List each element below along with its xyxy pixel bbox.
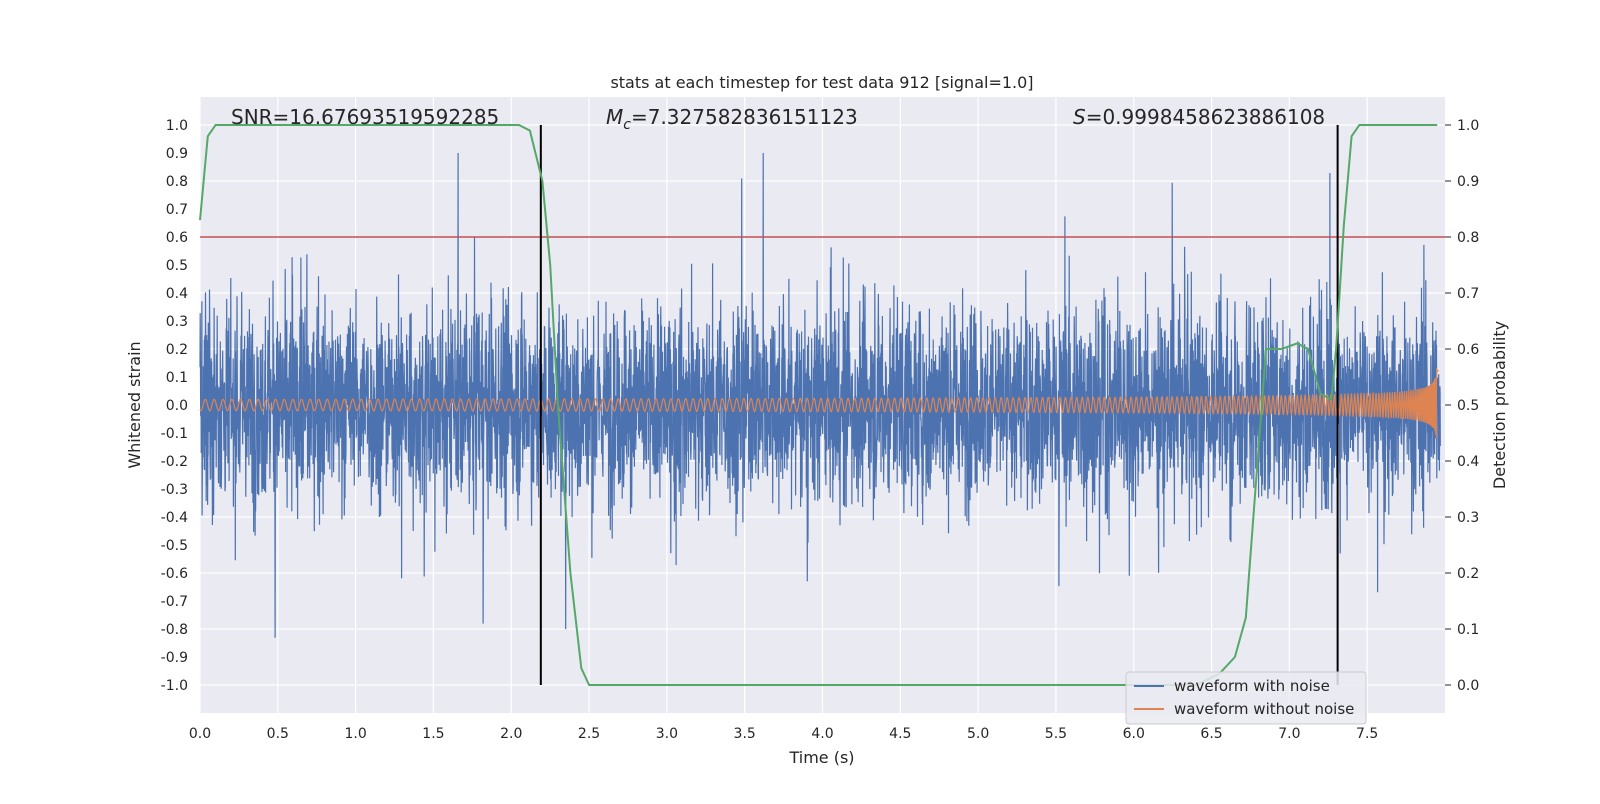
x-tick-label: 1.5 — [422, 726, 444, 742]
y-right-axis-label: Detection probability — [1490, 321, 1509, 489]
y-left-tick-label: 0.8 — [166, 174, 188, 190]
y-left-tick-label: 0.0 — [166, 398, 188, 414]
legend-box — [1125, 671, 1367, 725]
x-tick-label: 7.0 — [1278, 726, 1300, 742]
y-right-tick-label: 0.4 — [1457, 454, 1479, 470]
y-left-tick-label: 0.3 — [166, 314, 188, 330]
mc-annotation: Mc=7.327582836151123 — [606, 105, 858, 133]
x-tick-label: 2.0 — [500, 726, 522, 742]
y-right-tick-label: 1.0 — [1457, 118, 1479, 134]
y-left-axis-label: Whitened strain — [125, 341, 144, 468]
y-left-axis-ticks: 1.0 0.9 0.8 0.7 0.6 0.5 0.4 0.3 0.2 0.1 0.0 -0.1 -0.… — [161, 118, 188, 694]
y-left-tick-label: -0.7 — [161, 594, 188, 610]
y-left-tick-label: -0.1 — [161, 426, 188, 442]
series-waveform-with-noise — [199, 152, 1441, 638]
x-tick-label: 4.0 — [811, 726, 833, 742]
y-left-tick-label: -0.2 — [161, 454, 188, 470]
noise-line — [199, 152, 1441, 638]
y-left-tick-label: 0.9 — [166, 146, 188, 162]
y-left-tick-label: -0.9 — [161, 650, 188, 666]
x-tick-label: 3.0 — [656, 726, 678, 742]
vertical-markers — [539, 125, 1339, 685]
y-left-tick-label: -0.6 — [161, 566, 188, 582]
s-symbol: S — [1073, 105, 1086, 129]
y-left-tick-label: 0.7 — [166, 202, 188, 218]
y-right-tick-label: 0.5 — [1457, 398, 1479, 414]
x-tick-label: 5.5 — [1045, 726, 1067, 742]
y-right-tick-label: 0.8 — [1457, 230, 1479, 246]
mc-symbol: M — [606, 105, 623, 129]
x-tick-label: 2.5 — [578, 726, 600, 742]
y-left-tick-label: -1.0 — [161, 678, 188, 694]
s-annotation: S=0.9998458623886108 — [1073, 105, 1325, 129]
y-left-tick-label: 1.0 — [166, 118, 188, 134]
legend: waveform with noise waveform without noi… — [1125, 671, 1367, 725]
legend-label-noise: waveform with noise — [1174, 677, 1330, 695]
x-axis-ticks: 0.0 0.5 1.0 1.5 2.0 2.5 3.0 3.5 4.0 4.5 5.0 5.5 6.0 6… — [189, 726, 1378, 742]
y-left-tick-label: 0.6 — [166, 230, 188, 246]
x-tick-label: 6.0 — [1123, 726, 1145, 742]
series-waveform-without-noise — [199, 368, 1439, 439]
x-tick-label: 0.5 — [267, 726, 289, 742]
series-detection-probability — [199, 124, 1438, 686]
y-right-tick-label: 0.6 — [1457, 342, 1479, 358]
chart-title: stats at each timestep for test data 912… — [610, 73, 1033, 92]
y-right-tick-label: 0.2 — [1457, 566, 1479, 582]
y-left-tick-label: 0.5 — [166, 258, 188, 274]
s-value: =0.9998458623886108 — [1086, 105, 1325, 129]
snr-annotation: SNR=16.67693519592285 — [231, 105, 499, 129]
chirp-line — [199, 368, 1439, 439]
y-right-tick-label: 0.9 — [1457, 174, 1479, 190]
y-right-tick-label: 0.1 — [1457, 622, 1479, 638]
y-left-tick-label: -0.4 — [161, 510, 188, 526]
y-left-tick-label: 0.2 — [166, 342, 188, 358]
y-right-tick-label: 0.3 — [1457, 510, 1479, 526]
x-tick-label: 1.0 — [344, 726, 366, 742]
x-tick-label: 0.0 — [189, 726, 211, 742]
mc-value: =7.327582836151123 — [631, 105, 858, 129]
legend-label-clean: waveform without noise — [1174, 700, 1354, 718]
x-axis-label: Time (s) — [788, 748, 854, 767]
x-tick-label: 3.5 — [734, 726, 756, 742]
x-tick-label: 6.5 — [1200, 726, 1222, 742]
y-left-tick-label: 0.1 — [166, 370, 188, 386]
y-left-tick-label: 0.4 — [166, 286, 188, 302]
y-left-tick-label: -0.8 — [161, 622, 188, 638]
x-tick-label: 4.5 — [889, 726, 911, 742]
y-right-tick-label: 0.0 — [1457, 678, 1479, 694]
y-right-axis-ticks: 1.0 0.9 0.8 0.7 0.6 0.5 0.4 0.3 0.2 0.1 0.0 — [1445, 118, 1479, 694]
x-tick-label: 7.5 — [1356, 726, 1378, 742]
mc-subscript: c — [623, 117, 631, 133]
detection-probability-line — [199, 124, 1438, 686]
y-right-tick-label: 0.7 — [1457, 286, 1479, 302]
y-left-tick-label: -0.3 — [161, 482, 188, 498]
x-tick-label: 5.0 — [967, 726, 989, 742]
y-left-tick-label: -0.5 — [161, 538, 188, 554]
